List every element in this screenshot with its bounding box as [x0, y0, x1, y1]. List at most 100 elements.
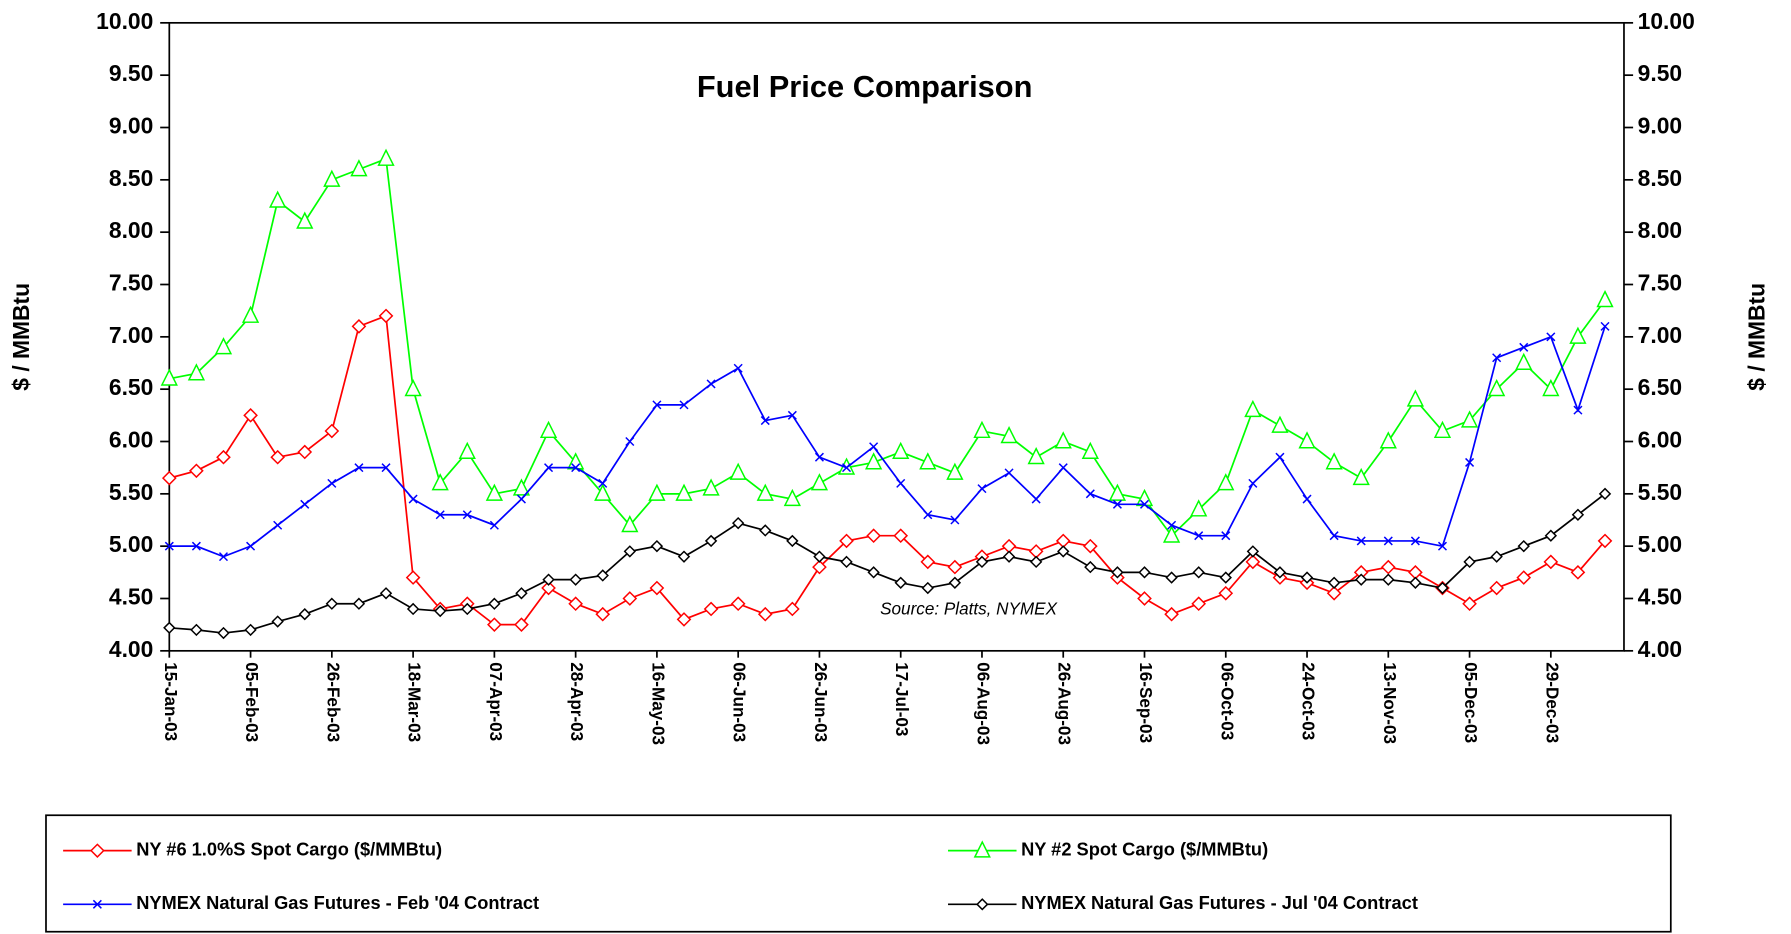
data-point — [350, 159, 368, 177]
y-tick-label: 6.50 — [109, 374, 153, 400]
data-point — [1437, 541, 1448, 551]
data-point — [1082, 538, 1098, 554]
data-point — [542, 573, 555, 586]
data-point — [677, 550, 691, 563]
y2-tick-label: 7.00 — [1638, 322, 1682, 348]
data-point — [571, 463, 581, 473]
data-point — [1463, 555, 1476, 569]
y-tick-label: 9.50 — [109, 60, 153, 86]
data-point — [1598, 487, 1612, 501]
data-point — [649, 580, 665, 596]
x-tick-label: 07-Apr-03 — [486, 662, 505, 741]
data-point — [1569, 326, 1587, 344]
data-point — [679, 400, 689, 410]
data-point — [1002, 550, 1016, 563]
x-tick-label: 06-Jun-03 — [730, 662, 749, 742]
data-point — [1244, 399, 1262, 418]
data-point — [164, 541, 174, 551]
y2-tick-label: 9.00 — [1638, 113, 1682, 139]
data-point — [1138, 566, 1151, 579]
data-point — [923, 510, 933, 520]
data-point — [1489, 580, 1504, 596]
chart-title: Fuel Price Comparison — [697, 69, 1033, 104]
y2-tick-label: 6.50 — [1638, 374, 1682, 400]
data-point — [1248, 478, 1258, 488]
data-point — [1325, 452, 1343, 470]
data-point — [1191, 596, 1207, 612]
data-point — [541, 580, 556, 596]
data-point — [485, 483, 503, 501]
data-point — [759, 524, 772, 537]
data-point — [977, 484, 987, 494]
data-point — [975, 555, 989, 569]
data-point — [431, 473, 449, 491]
data-point — [461, 602, 474, 616]
data-point — [1460, 410, 1479, 428]
data-point — [1081, 441, 1099, 459]
data-point — [243, 408, 258, 423]
data-point — [652, 400, 662, 410]
data-point — [1273, 566, 1287, 579]
data-point — [297, 444, 313, 460]
data-point — [269, 190, 287, 208]
data-point — [190, 623, 203, 637]
y-tick-label: 4.00 — [109, 636, 153, 662]
legend-box — [45, 814, 1672, 933]
data-point — [271, 615, 284, 628]
data-point — [1516, 570, 1532, 585]
x-tick-label: 24-Oct-03 — [1299, 662, 1318, 740]
data-point — [814, 452, 824, 462]
data-point — [1004, 468, 1014, 478]
data-point — [1108, 483, 1127, 501]
data-point — [757, 606, 773, 622]
y2-tick-label: 7.50 — [1638, 270, 1682, 296]
x-tick-label: 15-Jan-03 — [161, 662, 180, 741]
data-point — [1596, 289, 1614, 308]
data-point — [813, 550, 826, 563]
data-point — [812, 559, 827, 575]
data-point — [324, 423, 340, 439]
data-point — [839, 533, 854, 549]
y2-tick-label: 6.00 — [1638, 427, 1682, 453]
y-tick-label: 10.00 — [96, 8, 153, 34]
data-point — [300, 499, 310, 509]
data-point — [950, 515, 960, 525]
legend-label: NYMEX Natural Gas Futures - Feb '04 Cont… — [136, 892, 539, 913]
x-tick-label: 06-Oct-03 — [1217, 662, 1236, 740]
y-tick-label: 8.00 — [109, 217, 153, 243]
data-point — [189, 463, 204, 479]
annotation: Source: Platts, NYMEX — [880, 599, 1057, 618]
data-point — [1029, 555, 1043, 569]
data-point — [489, 520, 499, 530]
data-point — [434, 604, 447, 618]
data-point — [760, 416, 770, 426]
data-point — [216, 449, 231, 465]
x-tick-label: 29-Dec-03 — [1542, 662, 1561, 743]
data-point — [1167, 520, 1177, 530]
legend-marker — [92, 899, 102, 909]
data-point — [973, 420, 991, 439]
data-point — [1571, 508, 1585, 521]
data-point — [352, 597, 366, 610]
data-point — [1162, 525, 1181, 543]
data-point — [1058, 463, 1068, 473]
x-tick-label: 16-May-03 — [648, 662, 667, 745]
data-point — [864, 452, 883, 470]
data-point — [1057, 545, 1070, 558]
data-point — [516, 494, 526, 504]
data-point — [1356, 536, 1366, 546]
data-point — [1031, 494, 1041, 504]
data-point — [1379, 431, 1397, 449]
data-point — [244, 623, 257, 637]
data-point — [1221, 531, 1231, 541]
data-point — [675, 483, 693, 501]
data-point — [1543, 554, 1559, 570]
data-point — [1544, 529, 1558, 542]
data-point — [1084, 560, 1097, 574]
data-point — [270, 449, 285, 465]
data-point — [1300, 571, 1314, 584]
y-tick-label: 9.00 — [109, 113, 153, 139]
y2-tick-label: 8.50 — [1638, 165, 1682, 191]
